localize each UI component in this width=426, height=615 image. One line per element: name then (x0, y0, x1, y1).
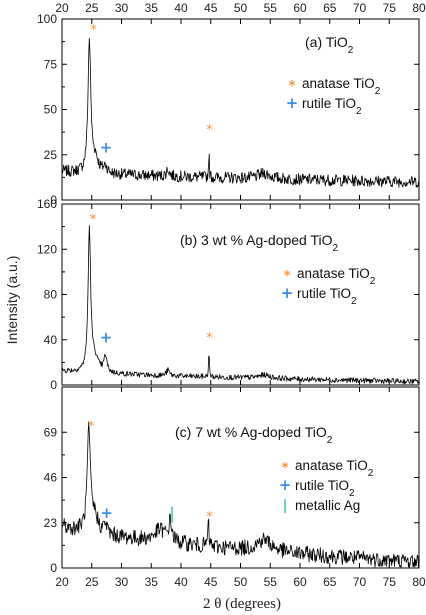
x-tick-label-top: 40 (174, 1, 188, 15)
x-tick-label-top: 55 (264, 1, 278, 15)
y-tick-label: 80 (44, 288, 58, 302)
y-tick-label: 120 (37, 242, 57, 256)
anatase-peak-marker: * (206, 123, 213, 138)
legend-label-anatase: anatase TiO2 (295, 458, 374, 479)
x-tick-label-top: 70 (353, 1, 367, 15)
x-tick-label: 30 (115, 575, 129, 589)
x-tick-label: 75 (383, 575, 397, 589)
x-tick-label: 70 (353, 575, 367, 589)
y-tick-label: 100 (37, 12, 57, 26)
y-tick-label: 46 (44, 471, 58, 485)
x-tick-label-top: 45 (204, 1, 218, 15)
legend-anatase-marker: * (284, 269, 291, 284)
x-tick-label: 40 (174, 575, 188, 589)
legend-label-subscript: 2 (356, 106, 362, 117)
x-tick-label-top: 20 (55, 1, 69, 15)
x-tick-label-top: 65 (323, 1, 337, 15)
panel-label-subscript: 2 (327, 435, 333, 446)
y-tick-label: 160 (37, 197, 57, 211)
anatase-peak-marker: * (88, 419, 95, 434)
panel-label: (c) 7 wt % Ag-doped TiO2 (175, 424, 333, 446)
panel-label-subscript: 2 (348, 45, 354, 56)
legend-label-silver: metallic Ag (295, 498, 360, 513)
x-tick-label: 60 (293, 575, 307, 589)
legend-label-rutile: rutile TiO2 (295, 478, 355, 499)
x-tick-label: 80 (412, 575, 426, 589)
panel-label: (b) 3 wt % Ag-doped TiO2 (180, 232, 339, 254)
xrd-series-line (61, 37, 420, 188)
x-axis-group: 20 20 25 25 30 30 35 35 40 40 45 45 50 50 55 55 60 60 65 65… (55, 1, 426, 589)
x-tick-label: 55 (264, 575, 278, 589)
x-tick-label: 45 (204, 575, 218, 589)
legend-rutile-marker: + (286, 94, 299, 112)
y-tick-label: 0 (50, 193, 57, 207)
y-tick-label: 69 (44, 425, 58, 439)
x-tick-label-top: 25 (85, 1, 99, 15)
rutile-peak-marker: + (100, 328, 113, 346)
x-axis-title: 2 θ (degrees) (203, 596, 281, 612)
legend-label-subscript: 2 (370, 276, 376, 287)
y-tick-label: 75 (44, 57, 58, 71)
legend-anatase-marker: * (282, 461, 289, 476)
legend-label-rutile: rutile TiO2 (302, 96, 362, 117)
legend-label-rutile: rutile TiO2 (297, 286, 357, 307)
anatase-peak-marker: * (90, 212, 97, 227)
xrd-series-line (61, 225, 420, 385)
legend-label-subscript: 2 (375, 86, 381, 97)
legend-label-subscript: 2 (368, 468, 374, 479)
anatase-peak-marker: * (90, 23, 97, 38)
anatase-peak-marker: * (206, 331, 213, 346)
legend-label-subscript: 2 (351, 296, 357, 307)
panel-label-subscript: 2 (333, 243, 339, 254)
rutile-peak-marker: + (100, 504, 113, 522)
x-tick-label-top: 80 (412, 1, 426, 15)
y-tick-label: 50 (44, 103, 58, 117)
x-tick-label: 65 (323, 575, 337, 589)
y-tick-label: 40 (44, 333, 58, 347)
y-tick-label: 0 (50, 561, 57, 575)
legend-label-anatase: anatase TiO2 (302, 76, 381, 97)
legend-label-subscript: 2 (349, 488, 355, 499)
y-tick-label: 23 (44, 516, 58, 530)
panel-frame (61, 386, 420, 569)
panel-label: (a) TiO2 (305, 34, 354, 56)
x-tick-label-top: 60 (293, 1, 307, 15)
x-tick-label-top: 30 (115, 1, 129, 15)
x-tick-label: 20 (55, 575, 69, 589)
y-tick-label: 0 (50, 378, 57, 392)
legend-label-anatase: anatase TiO2 (297, 266, 376, 287)
xrd-series-line (61, 421, 420, 568)
x-tick-label-top: 75 (383, 1, 397, 15)
anatase-peak-marker: * (206, 510, 213, 525)
y-tick-label: 25 (44, 148, 58, 162)
legend-rutile-marker: + (281, 284, 294, 302)
x-tick-label-top: 35 (145, 1, 159, 15)
x-tick-label: 35 (145, 575, 159, 589)
rutile-peak-marker: + (100, 139, 113, 157)
y-axis-title: Intensity (a.u.) (4, 256, 20, 345)
legend-rutile-marker: + (279, 476, 292, 494)
legend-anatase-marker: * (289, 79, 296, 94)
x-tick-label: 25 (85, 575, 99, 589)
x-tick-label-top: 50 (234, 1, 248, 15)
x-tick-label: 50 (234, 575, 248, 589)
